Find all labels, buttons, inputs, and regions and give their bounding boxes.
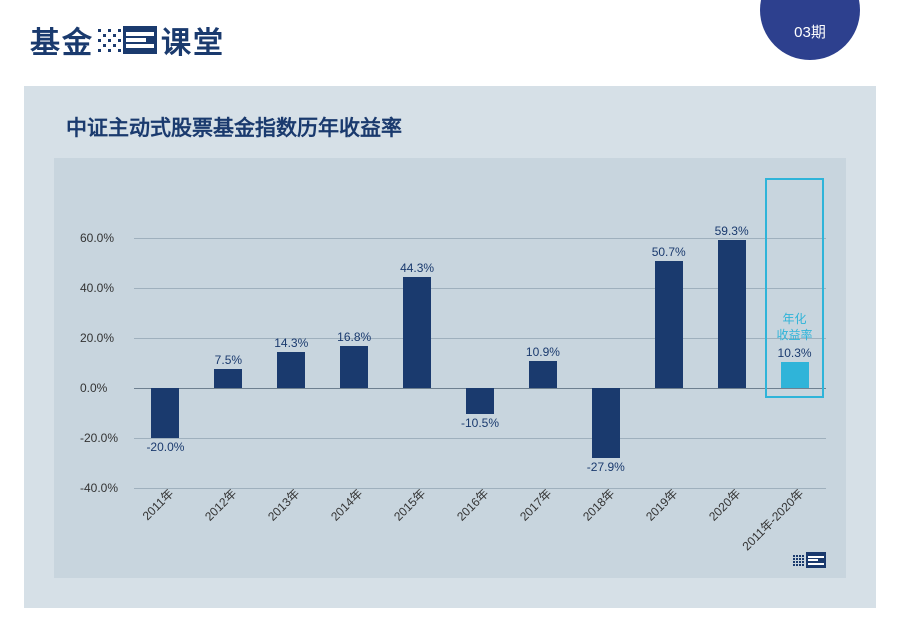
y-axis-label: -20.0% [80, 431, 118, 445]
x-axis-label: 2013年 [264, 485, 303, 524]
bar [718, 240, 746, 388]
y-axis-label: 60.0% [80, 231, 114, 245]
bar-column: -10.5%2016年 [450, 188, 510, 488]
bar [403, 277, 431, 388]
bar [529, 361, 557, 388]
bar-value-label: 44.3% [400, 261, 434, 275]
x-axis-label: 2017年 [516, 485, 555, 524]
bar [781, 362, 809, 388]
brand-text-right: 课堂 [161, 18, 225, 62]
bar [466, 388, 494, 414]
bar-value-label: 10.9% [526, 345, 560, 359]
x-axis-label: 2019年 [641, 485, 680, 524]
bar-column: -27.9%2018年 [576, 188, 636, 488]
bar-column: 10.9%2017年 [513, 188, 573, 488]
y-axis-label: 0.0% [80, 381, 107, 395]
bar-column: 50.7%2019年 [639, 188, 699, 488]
bar-value-label: 59.3% [715, 224, 749, 238]
bar-value-label: 7.5% [215, 353, 242, 367]
corner-logo-icon [793, 552, 826, 568]
bar [340, 346, 368, 388]
bar-column: 10.3%2011年-2020年 [765, 188, 825, 488]
x-axis-label: 2020年 [704, 485, 743, 524]
bar [592, 388, 620, 458]
y-axis-label: 20.0% [80, 331, 114, 345]
bar-value-label: -20.0% [146, 440, 184, 454]
x-axis-label: 2018年 [578, 485, 617, 524]
bar-column: 7.5%2012年 [198, 188, 258, 488]
bar-value-label: -27.9% [587, 460, 625, 474]
bar [151, 388, 179, 438]
chart-title: 中证主动式股票基金指数历年收益率 [66, 112, 846, 142]
x-axis-label: 2014年 [327, 485, 366, 524]
bar-column: -20.0%2011年 [135, 188, 195, 488]
x-axis-label: 2011年-2020年 [738, 485, 807, 554]
bar-value-label: 10.3% [778, 346, 812, 360]
bar-value-label: -10.5% [461, 416, 499, 430]
bar-column: 59.3%2020年 [702, 188, 762, 488]
y-axis-label: -40.0% [80, 481, 118, 495]
plot-region: -40.0%-20.0%0.0%20.0%40.0%60.0%-20.0%201… [134, 188, 826, 488]
y-axis-label: 40.0% [80, 281, 114, 295]
brand-e-icon [98, 26, 157, 54]
bar [277, 352, 305, 388]
bar-column: 44.3%2015年 [387, 188, 447, 488]
chart-area: -40.0%-20.0%0.0%20.0%40.0%60.0%-20.0%201… [54, 158, 846, 578]
brand-text-left: 基金 [30, 18, 94, 62]
chart-panel: 中证主动式股票基金指数历年收益率 -40.0%-20.0%0.0%20.0%40… [24, 86, 876, 608]
bar-column: 16.8%2014年 [324, 188, 384, 488]
bar-value-label: 14.3% [274, 336, 308, 350]
bar-value-label: 16.8% [337, 330, 371, 344]
x-axis-label: 2015年 [390, 485, 429, 524]
page-header: 基金 课堂 03期 [0, 0, 900, 70]
x-axis-label: 2012年 [201, 485, 240, 524]
bar [655, 261, 683, 388]
bar-value-label: 50.7% [652, 245, 686, 259]
x-axis-label: 2011年 [139, 485, 178, 524]
bar-column: 14.3%2013年 [261, 188, 321, 488]
x-axis-label: 2016年 [453, 485, 492, 524]
brand-logo: 基金 课堂 [30, 18, 870, 62]
bar [214, 369, 242, 388]
issue-number: 03期 [794, 21, 826, 42]
